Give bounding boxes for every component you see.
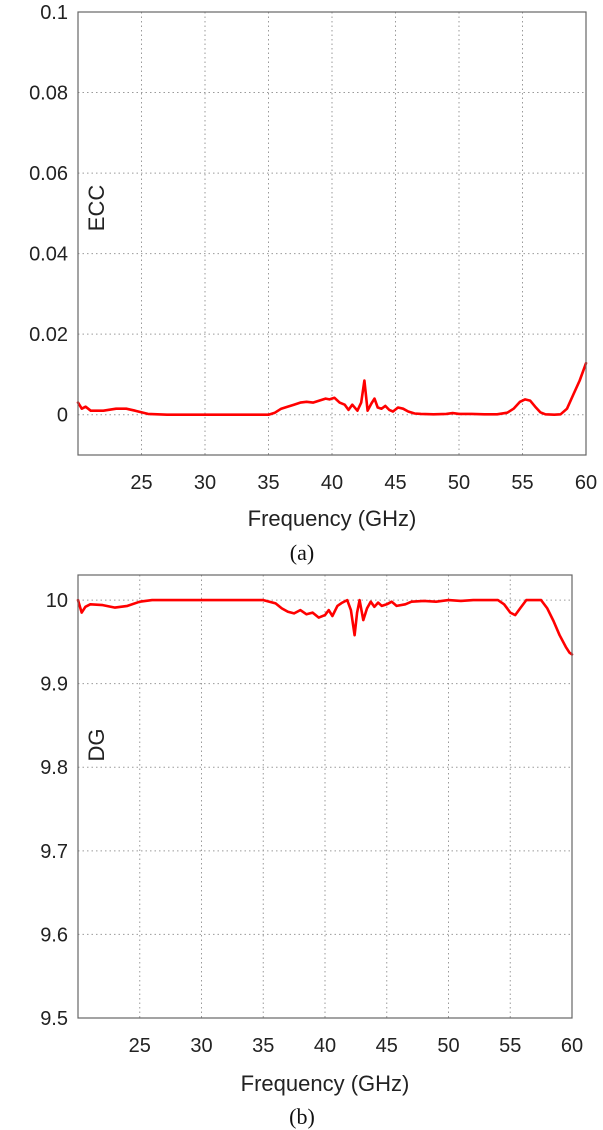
panel-a-caption: (a) bbox=[290, 540, 314, 565]
panel-b-y-ticks: 9.5 9.6 9.7 9.8 9.9 10 bbox=[40, 590, 68, 1030]
panel-b-ytick-label: 9.6 bbox=[40, 924, 68, 946]
panel-b-xtick-label: 35 bbox=[252, 1035, 274, 1057]
panel-a-ytick-label: 0.02 bbox=[29, 324, 68, 346]
panel-b-caption: (b) bbox=[289, 1104, 315, 1129]
panel-b-x-ticks: 25 30 35 40 45 50 55 60 bbox=[129, 1035, 584, 1057]
panel-b-xtick-label: 50 bbox=[437, 1035, 459, 1057]
panel-a-xtick-label: 55 bbox=[511, 472, 533, 494]
panel-b-ytick-label: 9.5 bbox=[40, 1008, 68, 1030]
panel-a-ytick-label: 0 bbox=[57, 405, 68, 427]
panel-b-dg-chart: 9.5 9.6 9.7 9.8 9.9 10 25 30 35 40 45 50 55 60 DG Fr… bbox=[40, 574, 584, 1129]
panel-a-xtick-label: 25 bbox=[130, 472, 152, 494]
panel-b-xtick-label: 60 bbox=[561, 1035, 583, 1057]
panel-a-xtick-label: 30 bbox=[194, 472, 216, 494]
panel-b-y-axis-label: DG bbox=[84, 729, 109, 762]
panel-b-ytick-label: 9.8 bbox=[40, 757, 68, 779]
panel-a-xtick-label: 60 bbox=[575, 472, 597, 494]
panel-a-xtick-label: 35 bbox=[257, 472, 279, 494]
panel-a-xtick-label: 50 bbox=[448, 472, 470, 494]
panel-b-x-axis-label: Frequency (GHz) bbox=[241, 1071, 410, 1096]
panel-b-xtick-label: 25 bbox=[129, 1035, 151, 1057]
panel-b-xtick-label: 45 bbox=[376, 1035, 398, 1057]
panel-b-ytick-label: 9.9 bbox=[40, 674, 68, 696]
panel-a-y-ticks: 0 0.02 0.04 0.06 0.08 0.1 bbox=[29, 2, 68, 427]
panel-a-ytick-label: 0.06 bbox=[29, 163, 68, 185]
panel-a-ecc-series-line bbox=[76, 361, 588, 416]
panel-a-ecc-chart: 0 0.02 0.04 0.06 0.08 0.1 25 30 35 40 45 50 55 60 EC… bbox=[29, 2, 597, 565]
panel-b-xtick-label: 30 bbox=[190, 1035, 212, 1057]
panel-b-plot-frame bbox=[77, 574, 573, 1019]
panel-a-grid bbox=[78, 12, 586, 455]
panel-a-ytick-label: 0.04 bbox=[29, 244, 68, 266]
panel-a-x-axis-label: Frequency (GHz) bbox=[248, 506, 417, 531]
panel-b-xtick-label: 55 bbox=[499, 1035, 521, 1057]
panel-a-ytick-label: 0.1 bbox=[40, 2, 68, 24]
panel-b-xtick-label: 40 bbox=[314, 1035, 336, 1057]
panel-b-ytick-label: 9.7 bbox=[40, 841, 68, 863]
panel-b-grid bbox=[78, 575, 572, 1018]
panel-a-xtick-label: 45 bbox=[384, 472, 406, 494]
panel-a-xtick-label: 40 bbox=[321, 472, 343, 494]
panel-a-ytick-label: 0.08 bbox=[29, 83, 68, 105]
panel-a-y-axis-label: ECC bbox=[84, 185, 109, 232]
panel-a-plot-frame bbox=[77, 11, 587, 456]
panel-a-x-ticks: 25 30 35 40 45 50 55 60 bbox=[130, 472, 597, 494]
panel-b-ytick-label: 10 bbox=[46, 590, 68, 612]
panel-b-dg-series-line bbox=[76, 598, 574, 656]
